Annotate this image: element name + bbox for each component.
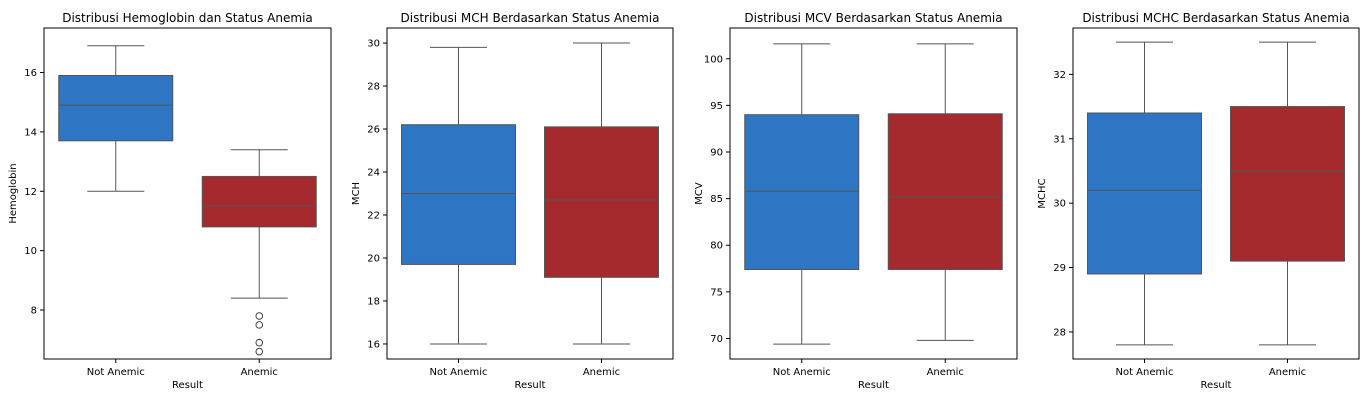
outlier-point <box>255 347 263 356</box>
y-tick-label: 26 <box>367 125 380 136</box>
x-tick-label: Anemic <box>241 367 278 378</box>
y-axis-label: MCHC <box>1037 178 1048 208</box>
y-axis-label: MCV <box>694 182 705 205</box>
y-tick-label: 22 <box>367 210 380 221</box>
chart-title: Distribusi MCH Berdasarkan Status Anemia <box>401 11 660 25</box>
outlier-point <box>255 321 263 329</box>
x-tick-label: Anemic <box>583 367 620 378</box>
y-tick-label: 90 <box>710 148 723 159</box>
plot-frame <box>43 27 332 360</box>
chart-panel-1: 8 10 12 14 16 Not Anemic Anemic Distribusi Hemo… <box>8 11 332 391</box>
box-not-anemic <box>744 43 860 345</box>
box-anemic <box>201 149 317 356</box>
box-anemic <box>1230 41 1345 346</box>
y-tick-label: 24 <box>367 168 380 179</box>
y-tick-label: 75 <box>710 287 723 298</box>
y-tick-label: 30 <box>1053 199 1066 210</box>
plot-frame <box>729 27 1018 360</box>
x-tick-label: Anemic <box>927 367 964 378</box>
x-tick-label: Not Anemic <box>429 367 487 378</box>
y-tick-label: 30 <box>367 39 380 50</box>
y-tick-label: 8 <box>31 306 37 317</box>
y-tick-label: 95 <box>710 101 723 112</box>
y-tick-label: 18 <box>367 296 380 307</box>
x-axis-label: Result <box>1201 380 1232 391</box>
iqr-box <box>1230 106 1345 262</box>
y-tick-label: 85 <box>710 194 723 205</box>
box-anemic <box>544 42 659 345</box>
outlier-point <box>255 312 263 320</box>
box-not-anemic <box>58 45 174 192</box>
y-tick-label: 32 <box>1053 70 1066 81</box>
chart-panel-2: 16 18 20 22 24 26 28 30 Not Anemic Anemic Distribu… <box>351 11 674 391</box>
iqr-box <box>401 124 516 265</box>
y-tick-label: 28 <box>367 82 380 93</box>
box-anemic <box>887 43 1003 341</box>
chart-title: Distribusi MCHC Berdasarkan Status Anemi… <box>1082 11 1349 25</box>
y-tick-label: 10 <box>24 246 37 257</box>
x-tick-label: Not Anemic <box>1115 367 1173 378</box>
x-tick-label: Not Anemic <box>87 367 145 378</box>
iqr-box <box>744 114 860 270</box>
box-not-anemic <box>1087 41 1202 346</box>
plot-frame <box>386 27 674 360</box>
chart-title: Distribusi Hemoglobin dan Status Anemia <box>62 11 313 25</box>
iqr-box <box>201 175 317 228</box>
y-tick-label: 16 <box>24 68 37 79</box>
y-tick-label: 31 <box>1053 134 1066 145</box>
outlier-point <box>255 338 263 347</box>
y-tick-label: 100 <box>704 54 723 65</box>
y-tick-label: 16 <box>367 339 380 350</box>
x-tick-label: Anemic <box>1269 367 1306 378</box>
chart-panel-4: 28 29 30 31 32 Not Anemic Anemic Distribusi MCH… <box>1037 11 1360 391</box>
chart-title: Distribusi MCV Berdasarkan Status Anemia <box>744 11 1002 25</box>
iqr-box <box>887 113 1003 270</box>
y-tick-label: 12 <box>24 187 37 198</box>
y-axis-label: MCH <box>351 182 362 205</box>
x-axis-label: Result <box>515 380 546 391</box>
iqr-box <box>1087 112 1202 275</box>
box-not-anemic <box>401 46 516 345</box>
iqr-box <box>58 74 174 142</box>
y-axis-label: Hemoglobin <box>8 163 19 223</box>
y-tick-label: 14 <box>24 127 37 138</box>
plot-frame <box>1072 27 1360 360</box>
y-tick-label: 28 <box>1053 327 1066 338</box>
y-tick-label: 70 <box>710 334 723 345</box>
chart-panel-3: 70 75 80 85 90 95 100 Not Anemic Anemic Distribus… <box>694 11 1018 391</box>
x-tick-label: Not Anemic <box>773 367 831 378</box>
x-axis-label: Result <box>172 380 203 391</box>
y-tick-label: 29 <box>1053 263 1066 274</box>
x-axis-label: Result <box>858 380 889 391</box>
iqr-box <box>544 126 659 278</box>
y-tick-label: 80 <box>710 241 723 252</box>
y-tick-label: 20 <box>367 253 380 264</box>
